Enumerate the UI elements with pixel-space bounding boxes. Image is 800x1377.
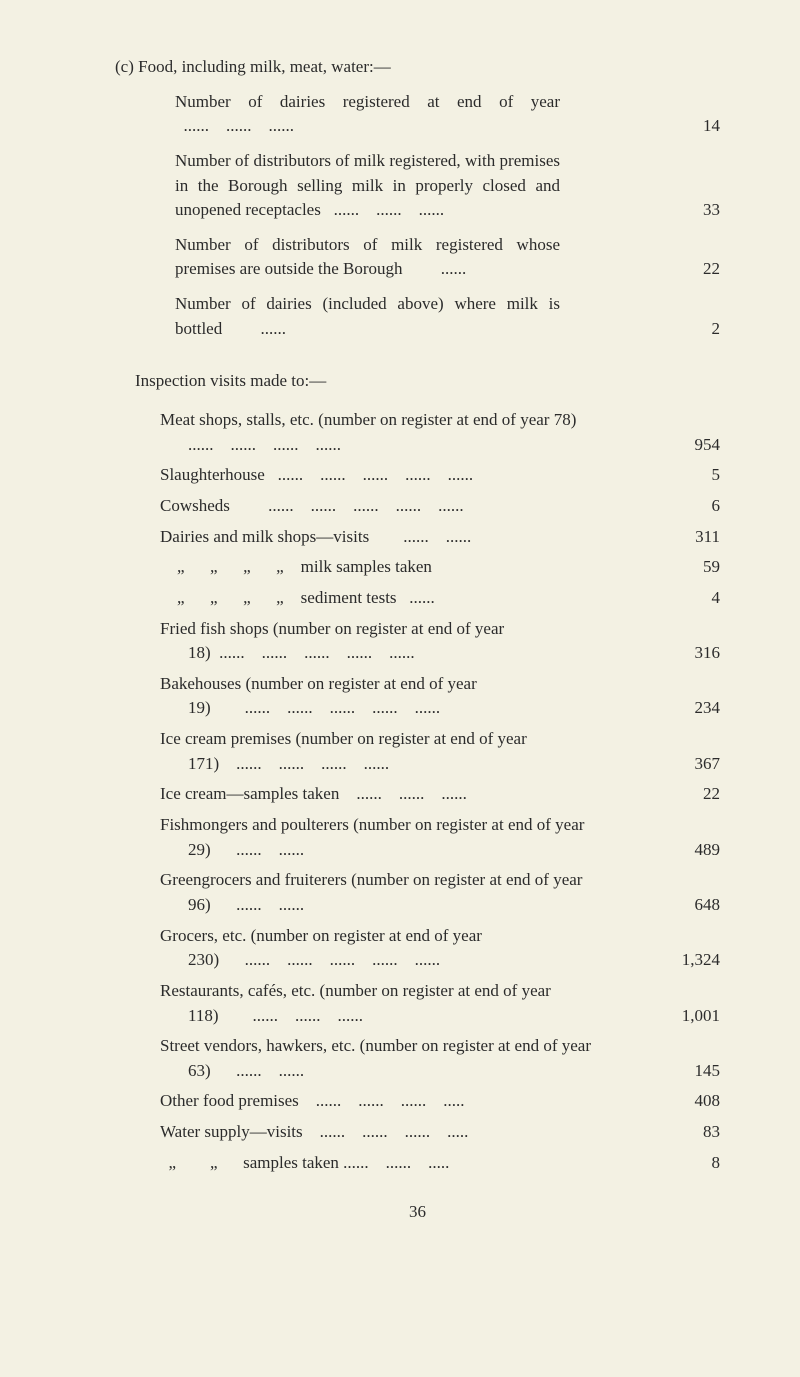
subitem-label: Number of distributors of milk registere…: [175, 149, 560, 223]
inspection-value: 234: [650, 696, 720, 721]
inspection-value: 6: [650, 494, 720, 519]
inspection-row: Other food premises ...... ...... ......…: [160, 1089, 720, 1114]
inspection-label: Cowsheds ...... ...... ...... ...... ...…: [160, 494, 464, 519]
subitem-value: 22: [660, 257, 720, 282]
inspection-row: Meat shops, stalls, etc. (number on regi…: [160, 408, 720, 457]
inspection-label: Dairies and milk shops—visits ...... ...…: [160, 525, 471, 550]
subitem-label: Number of dairies registered at end of y…: [175, 90, 560, 139]
subitem-value: 2: [660, 317, 720, 342]
inspection-label: Fried fish shops (number on register at …: [160, 617, 638, 666]
inspection-value: 1,001: [650, 1004, 720, 1029]
inspection-value: 5: [650, 463, 720, 488]
document-page: (c) Food, including milk, meat, water:— …: [0, 0, 800, 1377]
subitem: Number of distributors of milk registere…: [175, 149, 720, 223]
inspection-value: 489: [650, 838, 720, 863]
inspection-row: Dairies and milk shops—visits ...... ...…: [160, 525, 720, 550]
inspection-label: Grocers, etc. (number on register at end…: [160, 924, 638, 973]
inspection-row: Ice cream premises (number on register a…: [160, 727, 720, 776]
inspection-label: Slaughterhouse ...... ...... ...... ....…: [160, 463, 473, 488]
inspection-row: Greengrocers and fruiterers (number on r…: [160, 868, 720, 917]
inspection-label: Ice cream—samples taken ...... ...... ..…: [160, 782, 467, 807]
inspection-heading: Inspection visits made to:—: [135, 369, 720, 394]
section-c-heading: (c) Food, including milk, meat, water:—: [115, 55, 720, 80]
inspection-value: 1,324: [650, 948, 720, 973]
subitem-value: 33: [660, 198, 720, 223]
inspection-row: Restaurants, cafés, etc. (number on regi…: [160, 979, 720, 1028]
page-number: 36: [115, 1200, 720, 1225]
inspection-row: Cowsheds ...... ...... ...... ...... ...…: [160, 494, 720, 519]
inspection-value: 367: [650, 752, 720, 777]
inspection-label: Restaurants, cafés, etc. (number on regi…: [160, 979, 638, 1028]
inspection-label: „ „ „ „ milk samples taken: [160, 555, 432, 580]
inspection-row: „ „ „ „ milk samples taken 59: [160, 555, 720, 580]
inspection-row: Fried fish shops (number on register at …: [160, 617, 720, 666]
inspection-row: Water supply—visits ...... ...... ......…: [160, 1120, 720, 1145]
inspection-label: Fishmongers and poulterers (number on re…: [160, 813, 638, 862]
inspection-row: Street vendors, hawkers, etc. (number on…: [160, 1034, 720, 1083]
inspection-label: „ „ „ „ sediment tests ......: [160, 586, 435, 611]
subitem-label: Number of dairies (included above) where…: [175, 292, 560, 341]
inspection-label: Ice cream premises (number on register a…: [160, 727, 638, 776]
inspection-value: 4: [650, 586, 720, 611]
inspection-label: Bakehouses (number on register at end of…: [160, 672, 638, 721]
inspection-value: 59: [650, 555, 720, 580]
subitem: Number of dairies registered at end of y…: [175, 90, 720, 139]
inspection-row: Ice cream—samples taken ...... ...... ..…: [160, 782, 720, 807]
inspection-value: 648: [650, 893, 720, 918]
subitem: Number of distributors of milk registere…: [175, 233, 720, 282]
inspection-value: 83: [650, 1120, 720, 1145]
inspection-value: 145: [650, 1059, 720, 1084]
inspection-label: Meat shops, stalls, etc. (number on regi…: [160, 408, 638, 457]
inspection-row: Fishmongers and poulterers (number on re…: [160, 813, 720, 862]
subitem-value: 14: [660, 114, 720, 139]
inspection-value: 408: [650, 1089, 720, 1114]
inspection-row: „ „ „ „ sediment tests ...... 4: [160, 586, 720, 611]
subitem: Number of dairies (included above) where…: [175, 292, 720, 341]
subitem-label: Number of distributors of milk registere…: [175, 233, 560, 282]
inspection-label: Water supply—visits ...... ...... ......…: [160, 1120, 468, 1145]
inspection-row: „ „ samples taken ...... ...... ..... 8: [160, 1151, 720, 1176]
inspection-value: 8: [650, 1151, 720, 1176]
inspection-row: Grocers, etc. (number on register at end…: [160, 924, 720, 973]
inspection-value: 316: [650, 641, 720, 666]
section-c-items: Number of dairies registered at end of y…: [175, 90, 720, 342]
inspection-label: Street vendors, hawkers, etc. (number on…: [160, 1034, 638, 1083]
inspection-value: 311: [650, 525, 720, 550]
inspection-row: Bakehouses (number on register at end of…: [160, 672, 720, 721]
inspection-label: „ „ samples taken ...... ...... .....: [160, 1151, 449, 1176]
inspection-label: Other food premises ...... ...... ......…: [160, 1089, 465, 1114]
inspection-value: 954: [650, 433, 720, 458]
inspection-rows: Meat shops, stalls, etc. (number on regi…: [115, 408, 720, 1175]
inspection-value: 22: [650, 782, 720, 807]
inspection-row: Slaughterhouse ...... ...... ...... ....…: [160, 463, 720, 488]
inspection-label: Greengrocers and fruiterers (number on r…: [160, 868, 638, 917]
